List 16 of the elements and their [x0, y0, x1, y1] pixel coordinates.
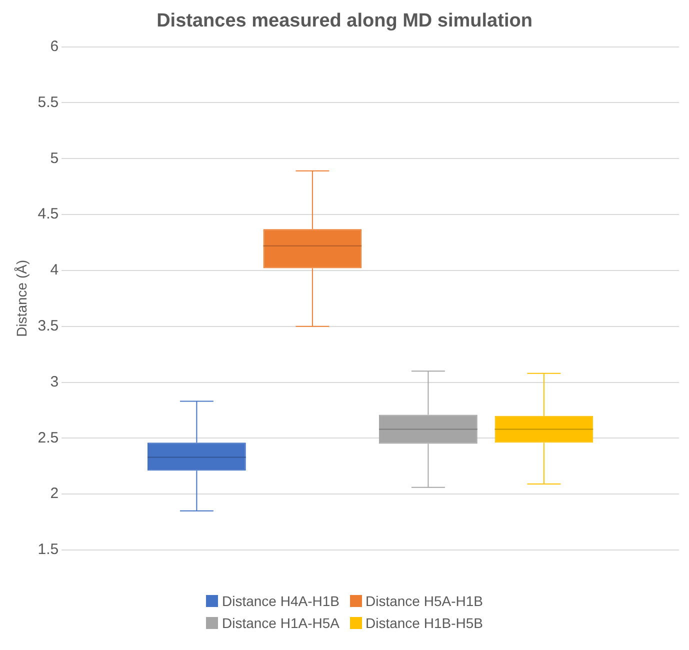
y-tick-label: 2.5 — [38, 429, 59, 446]
y-axis-title: Distance (Å) — [13, 260, 30, 337]
y-tick-label: 5 — [50, 150, 59, 167]
chart-title: Distances measured along MD simulation — [156, 10, 532, 32]
legend-label: Distance H5A-H1B — [366, 593, 483, 609]
y-tick-label: 1.5 — [38, 541, 59, 558]
y-tick-label: 5.5 — [38, 94, 59, 111]
y-tick-label: 4 — [50, 262, 59, 279]
y-tick-label: 4.5 — [38, 206, 59, 223]
y-tick-label: 3 — [50, 373, 59, 390]
legend-label: Distance H1B-H5B — [366, 615, 483, 631]
legend-label: Distance H4A-H1B — [222, 593, 340, 609]
y-tick-label: 6 — [50, 38, 59, 55]
y-tick-label: 3.5 — [38, 317, 59, 334]
legend-label: Distance H1A-H5A — [222, 615, 340, 631]
y-tick-label: 2 — [50, 485, 59, 502]
